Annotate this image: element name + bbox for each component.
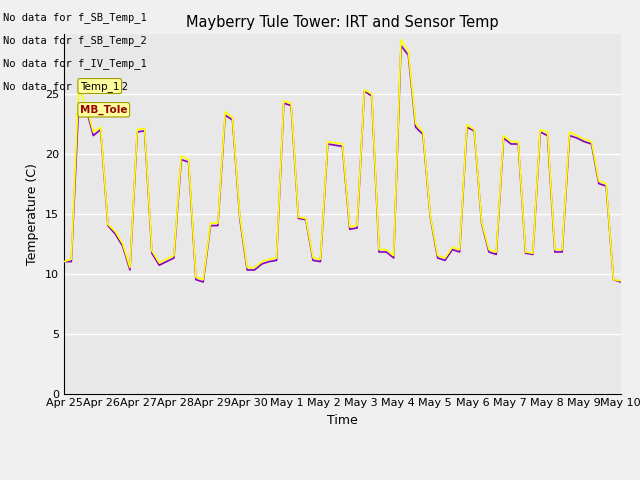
Text: No data for f_SB_Temp_1: No data for f_SB_Temp_1 <box>3 12 147 23</box>
Text: No data for f_Temp_2: No data for f_Temp_2 <box>3 81 128 92</box>
Text: MB_Tole: MB_Tole <box>80 105 127 115</box>
Text: No data for f_SB_Temp_2: No data for f_SB_Temp_2 <box>3 35 147 46</box>
Y-axis label: Temperature (C): Temperature (C) <box>26 163 40 264</box>
Text: No data for f_IV_Temp_1: No data for f_IV_Temp_1 <box>3 58 147 69</box>
Title: Mayberry Tule Tower: IRT and Sensor Temp: Mayberry Tule Tower: IRT and Sensor Temp <box>186 15 499 30</box>
Text: Temp_1: Temp_1 <box>80 81 120 92</box>
X-axis label: Time: Time <box>327 414 358 427</box>
